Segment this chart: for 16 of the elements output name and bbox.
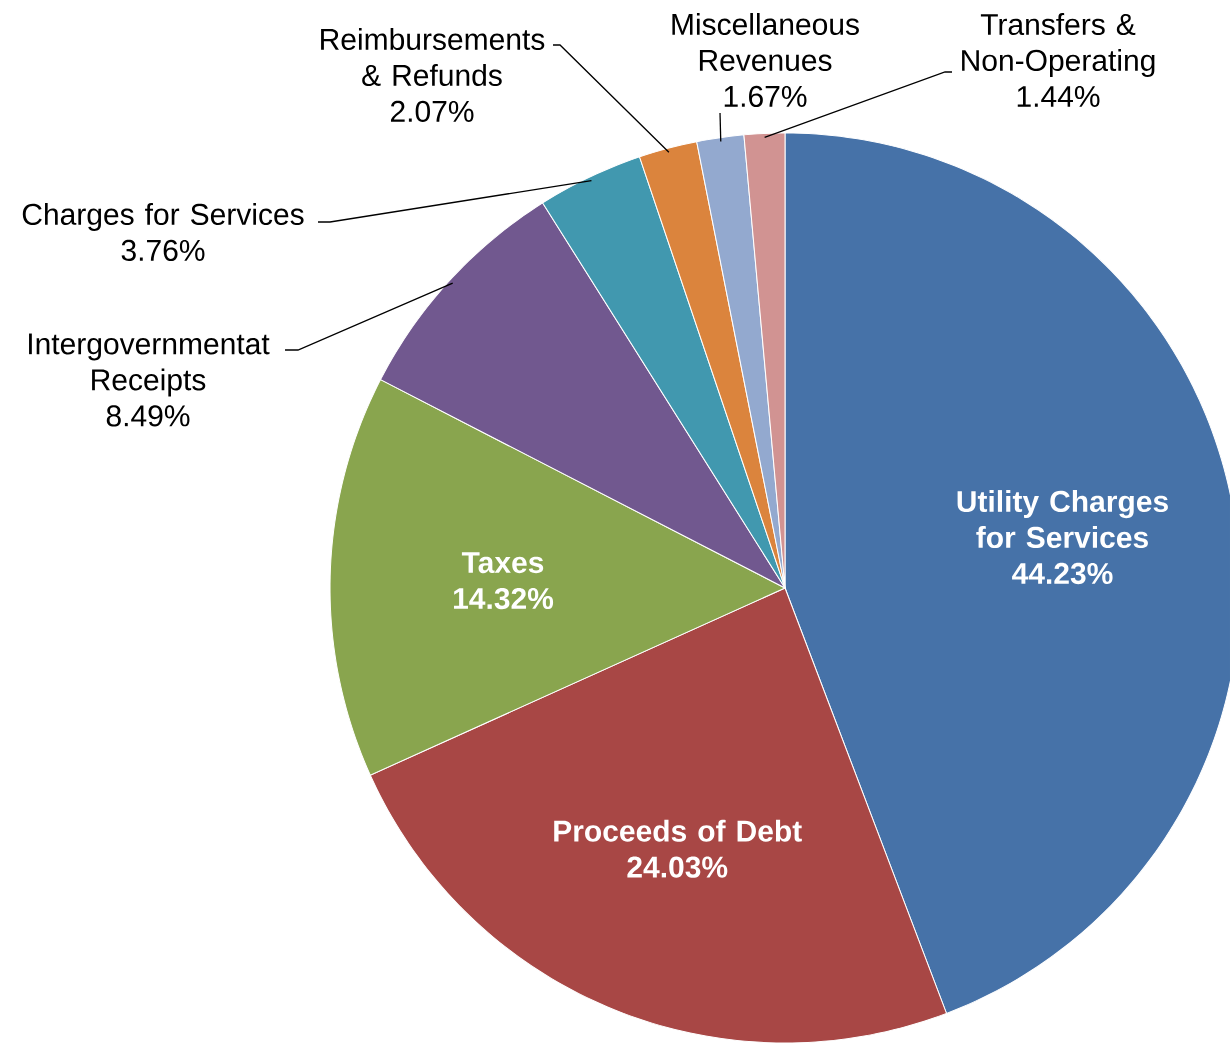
slice-label: Proceeds of Debt (554, 819, 802, 842)
slice-label: Miscellaneous Revenues (672, 12, 859, 72)
data-label: 2.07% (390, 100, 474, 123)
slice-label: Charges for Services (22, 202, 304, 231)
data-label: 1.67% (724, 85, 807, 108)
data-label: 44.23% (1012, 562, 1113, 585)
data-label: 8.49% (106, 405, 190, 427)
slice-label: Reimbursements & Refunds (321, 27, 545, 87)
data-label: 1.44% (1017, 85, 1100, 107)
slice-label: Taxes (461, 552, 544, 574)
data-label: 24.03% (627, 856, 728, 878)
data-label: 3.76% (121, 239, 205, 262)
slice-label: Transfers & Non-Operating (962, 13, 1155, 77)
slice-label: Utility Charges for Services (957, 490, 1168, 549)
data-label: 14.32% (454, 587, 554, 610)
slice-label: Intergovernmentat Receipts (29, 333, 270, 397)
